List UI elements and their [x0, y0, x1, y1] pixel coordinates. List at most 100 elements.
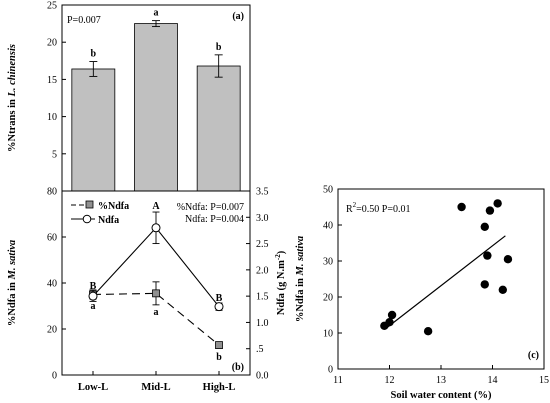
panel-c-stat-rest: =0.50 P=0.01 — [356, 204, 410, 215]
ndfa-letter-1: A — [152, 201, 160, 212]
panel-b-stat-ndfa: Ndfa: P=0.004 — [185, 214, 244, 225]
panel-b-x-tick-label: Low-L — [78, 382, 108, 393]
ndfa-letter-2: B — [216, 293, 223, 304]
ndfa-letter-0: B — [90, 281, 97, 292]
panel-c-y-axis-label: %Ndfa in M. sativa — [295, 236, 306, 322]
panel-c-x-axis-label: Soil water content (%) — [391, 390, 492, 401]
legend-ndfa-percent-label: %Ndfa — [98, 201, 129, 212]
scatter-point-2 — [387, 310, 397, 320]
panel-a-y-label-species: L. chinensis — [7, 44, 18, 98]
panel-b-legend: %Ndfa Ndfa — [71, 200, 129, 226]
ndfa-percent-letter-0: a — [91, 301, 96, 312]
panel-c-x-tick-label: 11 — [333, 375, 343, 386]
panel-b-left-tick-label: 80 — [47, 187, 57, 198]
legend-ndfa-percent-marker — [85, 200, 94, 209]
scatter-point-6 — [480, 222, 489, 231]
panel-b-y-label-prefix: %Ndfa in — [7, 279, 18, 326]
bar-Mid-L — [134, 23, 178, 192]
panel-a: 5 10 15 20 25 b a b P=0.007 (a) %Ntrans in L. … — [7, 1, 251, 192]
panel-a-tag: (a) — [232, 11, 244, 22]
panel-b-left-y-ticks: 0 20 40 60 80 — [47, 187, 66, 382]
panel-b: 0 20 40 60 80 0.0 .5 1.0 1.5 2.0 2.5 3.0 3.5 Low-L M… — [7, 187, 287, 394]
bar-letter-Low-L: b — [91, 49, 97, 60]
panel-b-tag: (b) — [232, 362, 244, 373]
panel-c-y-label-prefix: %Ndfa in — [295, 275, 306, 322]
panel-b-left-tick-label: 40 — [47, 279, 57, 290]
scatter-point-9 — [493, 199, 502, 208]
panel-c-frame — [337, 188, 545, 370]
panel-b-y-axis-label: %Ndfa in M. sativa — [7, 240, 18, 326]
panel-b-y2-axis-label: Ndfa (g N.m-2) — [274, 250, 287, 315]
panel-a-y-label-prefix: %Ntrans in — [7, 97, 18, 152]
scatter-point-3 — [423, 327, 433, 336]
panel-c-stat-sup: 2 — [353, 201, 357, 209]
panel-c-y-tick-label: 0 — [328, 365, 333, 376]
panel-b-right-tick-label: .5 — [256, 344, 264, 355]
panel-b-right-tick-label: 3.5 — [256, 187, 269, 198]
panel-c-stat: R2=0.50 P=0.01 — [346, 201, 411, 215]
panel-c-x-tick-label: 14 — [488, 375, 498, 386]
panel-c-x-tick-label: 13 — [436, 375, 446, 386]
panel-b-right-tick-label: 2.5 — [256, 239, 269, 250]
series-0-point-1 — [152, 289, 160, 298]
panel-c-y-ticks: 0 10 20 30 40 50 — [323, 185, 342, 376]
bar-Low-L — [71, 68, 116, 192]
series-1-point-0 — [88, 291, 98, 301]
panel-c-y-tick-label: 20 — [323, 293, 333, 304]
panel-c-y-label-species: M. sativa — [295, 236, 306, 277]
panel-a-y-tick-label: 5 — [52, 149, 57, 160]
scatter-point-5 — [480, 280, 489, 289]
bar-letter-High-L: b — [216, 42, 222, 53]
panel-b-y2-label-sup: -2 — [274, 254, 282, 260]
panel-b-left-tick-label: 60 — [47, 233, 57, 244]
panel-c-y-tick-label: 50 — [323, 185, 333, 196]
ndfa-percent-letter-1: a — [154, 307, 159, 318]
panel-a-y-tick-label: 15 — [47, 75, 57, 86]
series-line-0 — [92, 292, 220, 346]
panel-c-tag: (c) — [528, 350, 539, 361]
panel-c-x-tick-label: 12 — [385, 375, 395, 386]
panel-b-right-tick-label: 3.0 — [256, 213, 269, 224]
panel-b-left-tick-label: 20 — [47, 325, 57, 336]
panel-b-y2-label-prefix: Ndfa (g N.m — [276, 260, 287, 315]
panel-c-stat-r: R — [346, 204, 353, 215]
panel-c-y-tick-label: 30 — [323, 257, 333, 268]
panel-c-x-tick-label: 15 — [539, 375, 549, 386]
bar-High-L — [196, 65, 241, 192]
scatter-point-4 — [457, 202, 466, 212]
panel-a-y-tick-label: 25 — [47, 1, 57, 12]
panel-a-y-tick-label: 20 — [47, 38, 57, 49]
panel-c: 0 10 20 30 40 50 11 12 13 14 15 R2=0.50 P=0.01 (c… — [295, 185, 549, 402]
panel-a-y-ticks: 5 10 15 20 25 — [47, 1, 66, 160]
panel-c-x-ticks: 11 12 13 14 15 — [333, 365, 549, 386]
panel-b-stat-ndfa-percent: %Ndfa: P=0.007 — [177, 202, 244, 213]
panel-b-x-tick-label: Mid-L — [141, 382, 170, 393]
panel-b-left-tick-label: 0 — [52, 371, 57, 382]
panel-a-y-tick-label: 10 — [47, 112, 57, 123]
panel-c-points — [380, 199, 513, 336]
series-1-point-2 — [214, 302, 224, 312]
panel-b-right-tick-label: 0.0 — [256, 371, 269, 382]
ndfa-percent-letter-2: b — [216, 352, 222, 363]
panel-c-y-tick-label: 10 — [323, 329, 333, 340]
panel-b-y-label-species: M. sativa — [7, 240, 18, 281]
panel-b-y2-label-post: ) — [276, 250, 287, 254]
panel-b-right-tick-label: 1.5 — [256, 292, 269, 303]
legend-ndfa-label: Ndfa — [98, 215, 119, 226]
panel-a-stat: P=0.007 — [67, 15, 101, 26]
scatter-point-10 — [498, 285, 507, 294]
panel-b-right-tick-label: 1.0 — [256, 318, 269, 329]
regression-line — [386, 235, 506, 329]
panel-c-y-tick-label: 40 — [323, 221, 333, 232]
scatter-point-1 — [385, 318, 394, 327]
series-1-point-1 — [151, 223, 161, 233]
panel-a-bars: b a b — [71, 8, 241, 192]
legend-ndfa-marker — [82, 214, 92, 224]
panel-b-right-tick-label: 2.0 — [256, 265, 269, 276]
series-0-point-2 — [215, 341, 223, 350]
panel-b-series: B A Ba a b — [88, 201, 224, 363]
panel-b-x-ticks: Low-L Mid-L High-L — [78, 371, 235, 393]
bar-letter-Mid-L: a — [154, 8, 159, 19]
scatter-point-7 — [483, 251, 492, 260]
